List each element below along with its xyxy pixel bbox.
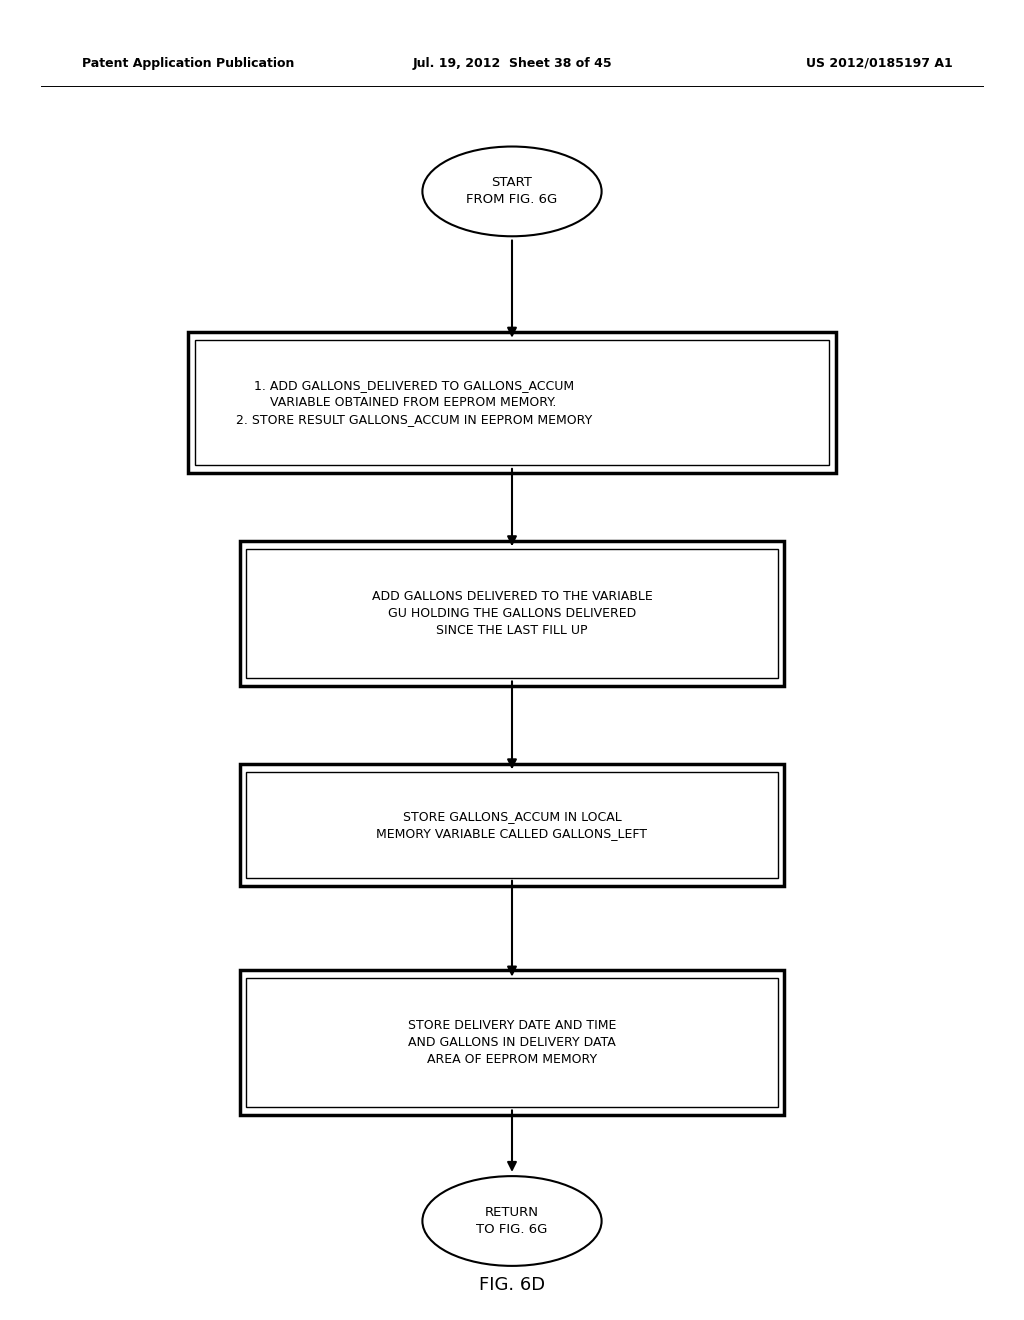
Text: RETURN
TO FIG. 6G: RETURN TO FIG. 6G <box>476 1206 548 1236</box>
FancyBboxPatch shape <box>246 549 778 678</box>
FancyBboxPatch shape <box>240 541 784 686</box>
Text: Patent Application Publication: Patent Application Publication <box>82 57 294 70</box>
Text: 1. ADD GALLONS_DELIVERED TO GALLONS_ACCUM
VARIABLE OBTAINED FROM EEPROM MEMORY.
: 1. ADD GALLONS_DELIVERED TO GALLONS_ACCU… <box>236 379 592 426</box>
FancyBboxPatch shape <box>246 772 778 878</box>
Text: STORE GALLONS_ACCUM IN LOCAL
MEMORY VARIABLE CALLED GALLONS_LEFT: STORE GALLONS_ACCUM IN LOCAL MEMORY VARI… <box>377 810 647 840</box>
Text: US 2012/0185197 A1: US 2012/0185197 A1 <box>806 57 952 70</box>
FancyBboxPatch shape <box>240 970 784 1115</box>
Text: STORE DELIVERY DATE AND TIME
AND GALLONS IN DELIVERY DATA
AREA OF EEPROM MEMORY: STORE DELIVERY DATE AND TIME AND GALLONS… <box>408 1019 616 1067</box>
FancyBboxPatch shape <box>240 764 784 886</box>
Ellipse shape <box>422 1176 602 1266</box>
Ellipse shape <box>422 147 602 236</box>
FancyBboxPatch shape <box>188 333 836 474</box>
Text: ADD GALLONS DELIVERED TO THE VARIABLE
GU HOLDING THE GALLONS DELIVERED
SINCE THE: ADD GALLONS DELIVERED TO THE VARIABLE GU… <box>372 590 652 638</box>
FancyBboxPatch shape <box>246 978 778 1107</box>
Text: START
FROM FIG. 6G: START FROM FIG. 6G <box>466 177 558 206</box>
Text: Jul. 19, 2012  Sheet 38 of 45: Jul. 19, 2012 Sheet 38 of 45 <box>413 57 611 70</box>
Text: FIG. 6D: FIG. 6D <box>479 1275 545 1294</box>
FancyBboxPatch shape <box>195 341 829 466</box>
